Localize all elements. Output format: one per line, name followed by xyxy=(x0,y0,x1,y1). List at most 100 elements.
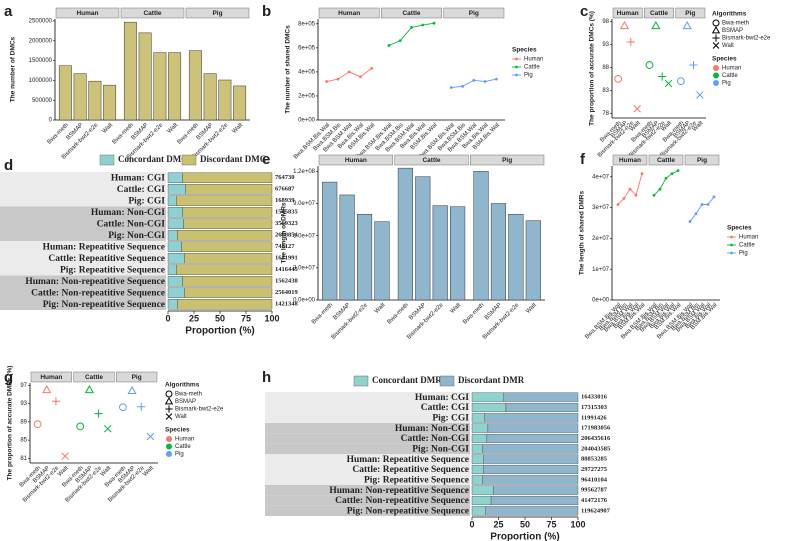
facet-label: Human xyxy=(40,374,62,381)
legend-dot xyxy=(713,80,719,86)
point xyxy=(336,77,340,81)
facet-strip xyxy=(675,7,706,19)
bar-segment xyxy=(177,230,273,241)
row-total: 11991426 xyxy=(581,414,607,421)
legend-title: Algorithms xyxy=(712,11,747,18)
facet-strip xyxy=(120,7,185,19)
facet-label: Pig xyxy=(132,374,142,381)
row-total: 1416445 xyxy=(275,266,299,273)
row-label: Pig: CGI xyxy=(128,196,165,206)
row-background xyxy=(0,298,166,310)
y-axis-title: The length of DMRs xyxy=(281,202,288,263)
y-tick-label: 1000000 xyxy=(29,78,53,84)
y-tick-label: 6.0e+07 xyxy=(293,233,316,239)
x-tick-label: Bwa-meth xyxy=(47,122,70,145)
point xyxy=(664,79,673,88)
row-label: Human: Non-repeatitive Sequence xyxy=(329,486,469,496)
bar xyxy=(525,220,541,301)
point xyxy=(622,196,626,200)
point xyxy=(61,452,69,460)
row-label: Cattle: CGI xyxy=(421,403,470,413)
y-tick-label: 1e+07 xyxy=(592,267,610,273)
legend-dot xyxy=(166,436,172,442)
legend-label: Walt xyxy=(722,43,734,49)
x-tick-label: Bwa-meth xyxy=(177,122,200,145)
y-tick-label: 85 xyxy=(20,438,27,444)
row-label: Cattle: Non-CGI xyxy=(401,434,470,444)
bar-segment xyxy=(177,299,273,310)
point xyxy=(645,61,654,69)
bar-segment xyxy=(471,454,484,464)
facet-strip xyxy=(648,154,684,166)
facet-label: Pig xyxy=(697,157,707,164)
bar-segment xyxy=(471,444,483,454)
bar xyxy=(218,79,232,121)
y-axis-title: The proportion of accurate DMCs (%) xyxy=(589,11,596,126)
bar-segment xyxy=(485,506,579,516)
facet-label: Pig xyxy=(685,10,695,17)
x-tick-label: Walt xyxy=(102,122,115,135)
point xyxy=(137,402,146,411)
row-background xyxy=(0,252,166,264)
bar-segment xyxy=(176,195,273,206)
bar-segment xyxy=(493,485,579,495)
bar xyxy=(374,221,390,301)
facet-strip xyxy=(612,154,648,166)
legend-dot xyxy=(730,243,733,247)
point xyxy=(658,72,667,81)
legend-dot xyxy=(730,251,733,255)
bar xyxy=(450,206,466,301)
row-label: Human: Non-CGI xyxy=(395,424,469,434)
row-background xyxy=(265,433,470,444)
bar-segment xyxy=(471,413,485,423)
x-tick-label: 0 xyxy=(469,519,474,529)
y-tick-label: 2000000 xyxy=(29,38,53,44)
point xyxy=(461,84,464,88)
bar-segment xyxy=(471,506,486,516)
facet-strip xyxy=(73,371,115,383)
row-total: 16433016 xyxy=(581,394,608,401)
legend-label: BSMAP xyxy=(175,399,196,405)
point xyxy=(359,75,362,79)
legend-label: Human xyxy=(739,235,758,241)
facet-strip xyxy=(116,371,158,383)
bar-segment xyxy=(471,485,494,495)
facet-label: Cattle xyxy=(143,10,161,17)
bar-segment xyxy=(486,433,579,444)
legend-shape xyxy=(712,34,720,42)
bar-segment xyxy=(471,475,483,485)
bar-segment xyxy=(182,276,273,287)
y-tick-label: 2e+05 xyxy=(298,94,316,100)
row-background xyxy=(0,172,166,184)
legend-title: Species xyxy=(512,47,537,54)
bar xyxy=(397,167,413,301)
point xyxy=(616,203,620,206)
series-line xyxy=(653,170,679,196)
legend-label: Concordant DMR xyxy=(372,375,442,385)
y-tick-label: 93 xyxy=(20,401,27,407)
legend-shape xyxy=(164,397,174,405)
row-total: 748127 xyxy=(275,243,295,250)
bar-segment xyxy=(184,253,273,264)
legend-label: Human xyxy=(722,66,741,72)
y-tick-label: 0e+00 xyxy=(298,118,316,124)
point xyxy=(706,203,710,206)
y-axis-title: The length of shared DMRs xyxy=(579,191,586,276)
panel-letter: f xyxy=(580,151,586,168)
row-background xyxy=(265,485,470,496)
bar xyxy=(432,205,448,301)
row-label: Human: Repeatitive Sequence xyxy=(347,455,469,465)
x-tick-label: 75 xyxy=(546,519,556,529)
bar-segment xyxy=(471,464,484,475)
bar xyxy=(58,65,72,121)
point xyxy=(676,77,685,85)
legend-shape xyxy=(711,26,721,34)
y-tick-label: 2500000 xyxy=(29,19,53,25)
row-background xyxy=(265,443,470,454)
bar-segment xyxy=(167,287,185,298)
bar-segment xyxy=(167,218,184,229)
point xyxy=(628,187,632,191)
point xyxy=(696,91,704,99)
point xyxy=(652,193,656,197)
panel-letter: e xyxy=(262,151,270,168)
